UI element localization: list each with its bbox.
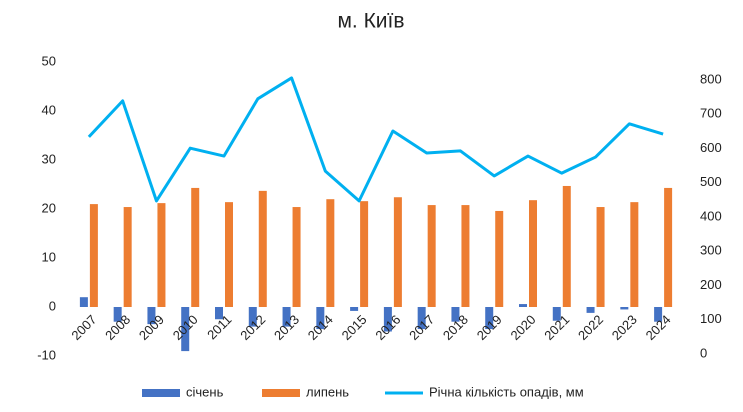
- bar: [360, 201, 369, 307]
- bar: [147, 307, 156, 325]
- x-tick-label: 2008: [102, 312, 133, 343]
- bar: [282, 307, 291, 327]
- bar: [383, 307, 392, 332]
- bar: [215, 307, 223, 320]
- x-tick-label: 2019: [474, 312, 505, 343]
- bar: [529, 200, 537, 307]
- bar: [350, 307, 359, 311]
- x-tick-label: 2018: [440, 312, 471, 343]
- bar: [292, 207, 301, 307]
- bar: [485, 307, 494, 330]
- bar: [123, 207, 132, 307]
- x-tick-label: 2017: [406, 312, 437, 343]
- y2-tick-label: 0: [700, 345, 707, 360]
- legend-label: січень: [186, 384, 224, 399]
- bar: [664, 187, 673, 307]
- x-tick-label: 2022: [575, 312, 606, 343]
- legend-swatch: [142, 389, 180, 397]
- bar: [620, 307, 629, 310]
- bar: [461, 205, 470, 307]
- bar: [596, 207, 605, 307]
- y-tick-label: 20: [42, 200, 56, 215]
- bar: [113, 307, 122, 322]
- y2-tick-label: 400: [700, 208, 722, 223]
- y2-tick-label: 600: [700, 140, 722, 155]
- y2-tick-label: 500: [700, 174, 722, 189]
- bar: [519, 304, 527, 307]
- bar: [225, 202, 233, 307]
- y-tick-label: 0: [49, 298, 56, 313]
- bar: [630, 202, 639, 307]
- x-tick-label: 2021: [541, 312, 572, 343]
- bar: [248, 307, 257, 327]
- y-tick-label: 10: [42, 249, 56, 264]
- bar: [586, 307, 595, 313]
- bar: [79, 297, 88, 307]
- bar: [495, 210, 504, 307]
- y2-tick-label: 300: [700, 243, 722, 258]
- x-tick-label: 2007: [68, 312, 99, 343]
- bar: [316, 307, 325, 330]
- bar: [191, 187, 200, 307]
- x-tick-label: 2009: [136, 312, 167, 343]
- y-tick-label: 50: [42, 53, 56, 68]
- x-tick-label: 2014: [305, 312, 336, 343]
- bar: [417, 307, 426, 330]
- y2-tick-label: 700: [700, 106, 722, 121]
- x-tick-label: 2020: [507, 312, 538, 343]
- bar: [181, 307, 190, 352]
- y-tick-label: 30: [42, 151, 56, 166]
- line: [87, 76, 664, 203]
- y-tick-label: 40: [42, 102, 56, 117]
- y2-tick-label: 200: [700, 277, 722, 292]
- x-tick-label: 2023: [609, 312, 640, 343]
- chart-title: м. Київ: [337, 10, 404, 33]
- bar: [393, 197, 402, 307]
- bar: [258, 190, 267, 307]
- x-tick-label: 2015: [339, 312, 370, 343]
- bar: [157, 203, 166, 307]
- bar: [427, 205, 436, 307]
- legend-swatch: [262, 389, 300, 397]
- bar: [562, 185, 571, 307]
- legend-label: липень: [306, 384, 349, 399]
- legend-label: Річна кількість опадів, мм: [429, 384, 584, 399]
- y2-tick-label: 800: [700, 71, 722, 86]
- bar: [654, 307, 663, 322]
- x-tick-label: 2024: [643, 312, 674, 343]
- x-tick-label: 2013: [271, 312, 302, 343]
- bar: [89, 204, 98, 307]
- x-tick-label: 2011: [204, 312, 234, 342]
- x-tick-label: 2016: [372, 312, 403, 343]
- y2-tick-label: 100: [700, 311, 722, 326]
- bar: [552, 307, 561, 321]
- y-tick-label: -10: [37, 347, 56, 362]
- x-tick-label: 2012: [237, 312, 268, 343]
- bar: [451, 307, 460, 322]
- bar: [326, 199, 335, 307]
